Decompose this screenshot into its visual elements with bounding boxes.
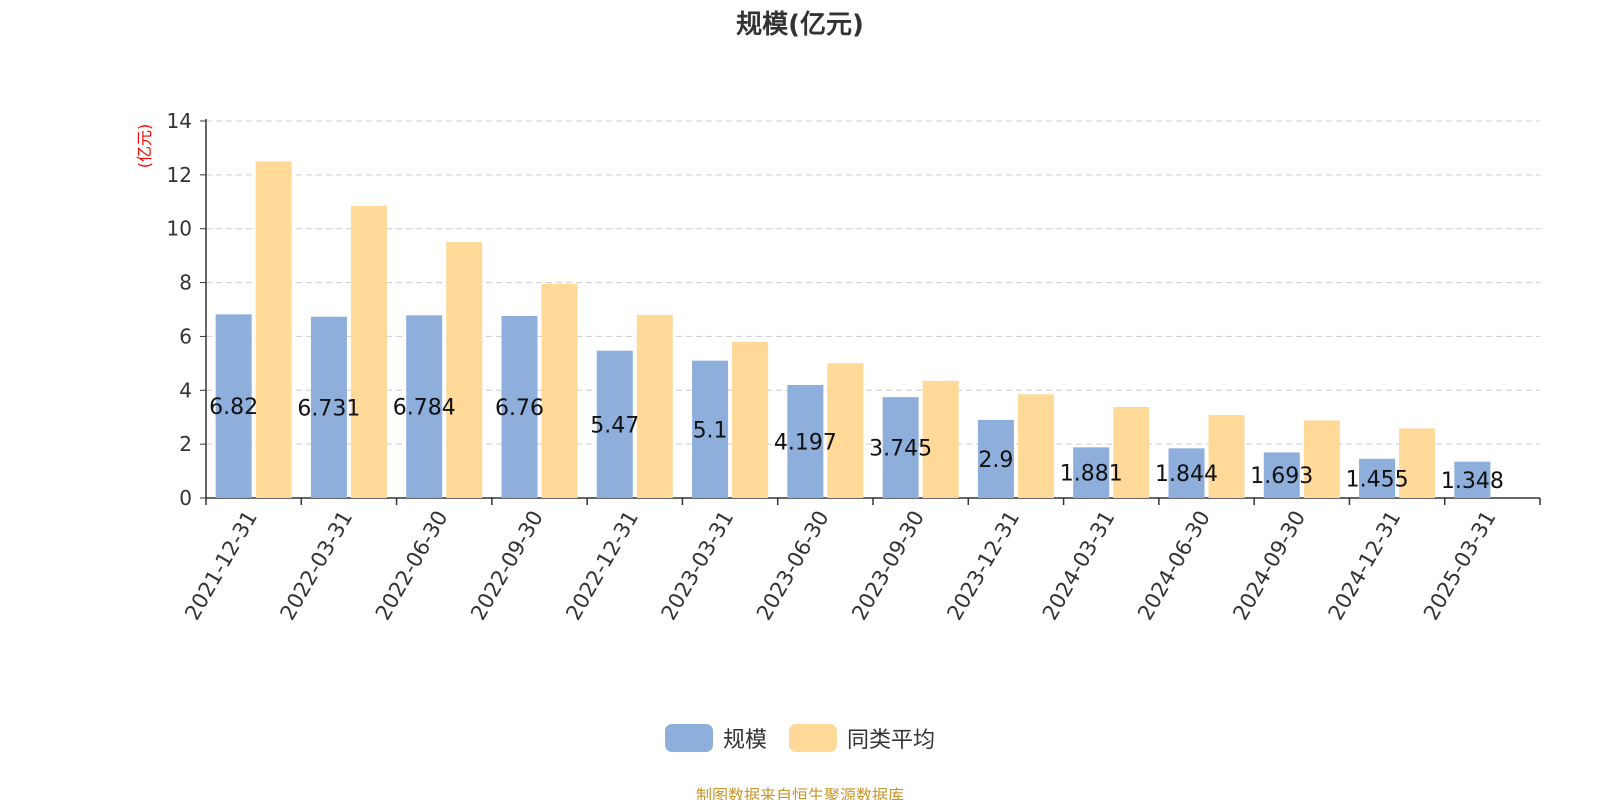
data-label-scale: 1.881	[1060, 462, 1123, 487]
bar-scale	[882, 397, 919, 498]
bar-peer-average	[732, 341, 769, 498]
data-label-scale: 1.348	[1441, 469, 1504, 494]
bar-scale	[501, 315, 538, 498]
x-tick-label: 2022-06-30	[371, 507, 453, 625]
y-tick-label: 12	[167, 163, 192, 187]
bar-peer-average	[1303, 420, 1340, 498]
x-tick-label: 2023-03-31	[657, 507, 739, 625]
y-tick-label: 8	[179, 271, 192, 295]
bar-peer-average	[1017, 394, 1054, 498]
x-tick-label: 2024-09-30	[1228, 507, 1310, 625]
x-tick-label: 2024-03-31	[1038, 507, 1120, 625]
data-label-scale: 6.82	[209, 395, 258, 420]
bar-peer-average	[255, 161, 292, 498]
data-label-scale: 3.745	[869, 437, 932, 462]
data-label-scale: 1.455	[1346, 467, 1409, 492]
data-label-scale: 6.731	[297, 396, 360, 421]
bar-peer-average	[1113, 406, 1150, 498]
bar-peer-average	[636, 314, 673, 498]
data-label-scale: 6.784	[393, 396, 456, 421]
bar-scale	[1263, 452, 1300, 498]
x-tick-label: 2022-12-31	[561, 507, 643, 625]
legend-swatch-scale	[664, 724, 713, 752]
bar-scale	[1168, 448, 1205, 498]
bar-peer-average	[446, 242, 483, 498]
legend-label-peer-average: 同类平均	[847, 728, 936, 753]
x-tick-label: 2023-06-30	[752, 507, 834, 625]
legend: 规模 同类平均	[0, 722, 1600, 754]
source-note: 制图数据来自恒生聚源数据库	[695, 786, 904, 800]
y-tick-label: 4	[179, 378, 192, 402]
bar-scale	[596, 350, 633, 498]
x-tick-label: 2024-12-31	[1324, 507, 1406, 625]
bar-peer-average	[1399, 428, 1436, 498]
bar-peer-average	[350, 205, 387, 498]
data-label-scale: 1.844	[1155, 462, 1218, 487]
data-label-scale: 2.9	[978, 448, 1013, 473]
x-tick-label: 2022-03-31	[275, 507, 357, 625]
bar-scale	[1073, 447, 1110, 498]
y-tick-label: 0	[179, 486, 192, 510]
bar-peer-average	[541, 283, 578, 498]
bar-scale	[977, 419, 1014, 498]
legend-label-scale: 规模	[722, 728, 767, 753]
data-label-scale: 1.693	[1250, 464, 1313, 489]
x-tick-label: 2023-12-31	[942, 507, 1024, 625]
data-label-scale: 4.197	[774, 430, 837, 455]
data-label-scale: 5.1	[693, 418, 728, 443]
data-label-scale: 5.47	[590, 413, 639, 438]
x-tick-label: 2023-09-30	[847, 507, 929, 625]
y-tick-label: 14	[167, 109, 192, 133]
bar-scale	[787, 384, 824, 498]
legend-swatch-peer-average	[789, 724, 837, 752]
bar-scale	[692, 360, 729, 498]
bar-scale	[215, 314, 252, 498]
y-tick-label: 6	[179, 324, 192, 348]
x-tick-label: 2021-12-31	[180, 507, 262, 625]
y-tick-label: 2	[179, 432, 192, 456]
chart-title: 规模(亿元)	[736, 10, 864, 40]
bar-scale	[310, 316, 347, 498]
x-tick-label: 2022-09-30	[466, 507, 548, 625]
y-tick-label: 10	[167, 217, 192, 241]
x-tick-label: 2025-03-31	[1419, 507, 1501, 625]
bar-peer-average	[827, 363, 864, 498]
legend-item-peer-average[interactable]: 同类平均	[789, 722, 935, 754]
bar-peer-average	[922, 380, 959, 498]
legend-item-scale[interactable]: 规模	[664, 722, 767, 754]
bar-scale	[1359, 458, 1396, 498]
y-axis-label: (亿元)	[135, 124, 154, 169]
bar-peer-average	[1208, 415, 1245, 498]
data-label-scale: 6.76	[495, 396, 544, 421]
bar-scale	[1454, 461, 1491, 498]
bar-scale	[406, 315, 443, 498]
x-tick-label: 2024-06-30	[1133, 507, 1215, 625]
